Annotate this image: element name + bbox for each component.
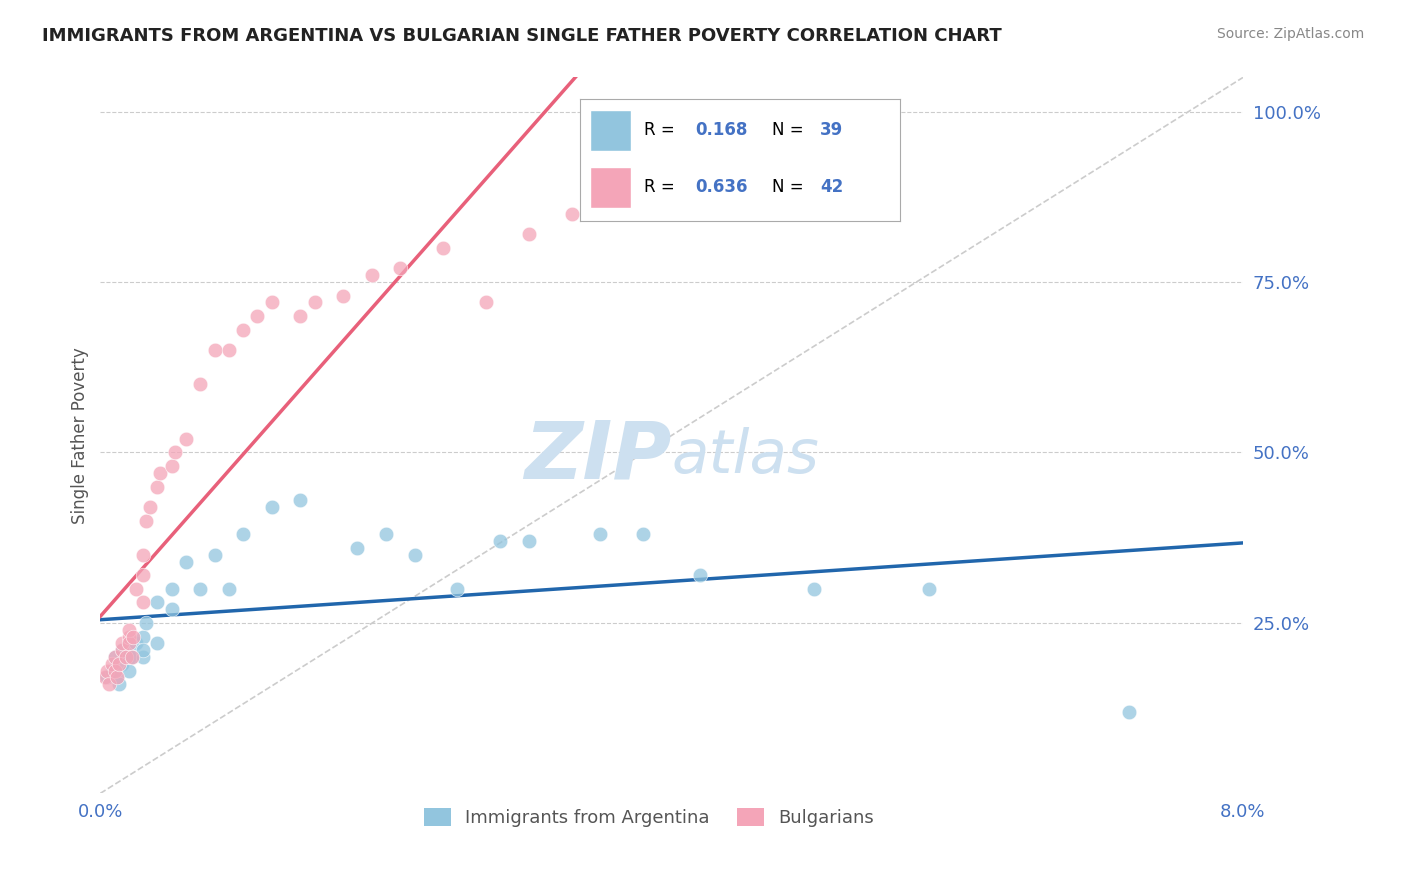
Point (160, 582, 183, 596)
Point (101, 664, 124, 678)
Point (118, 650, 141, 665)
Point (101, 657, 124, 671)
Point (631, 527, 654, 541)
Text: Source: ZipAtlas.com: Source: ZipAtlas.com (1216, 27, 1364, 41)
Point (803, 582, 825, 596)
Point (204, 343, 226, 358)
Point (218, 343, 240, 358)
Point (118, 636, 141, 650)
Point (96, 664, 118, 678)
Point (332, 288, 354, 302)
Point (121, 650, 143, 665)
Point (160, 602, 183, 616)
Point (146, 479, 169, 493)
Point (118, 623, 141, 637)
Point (146, 595, 169, 609)
Point (111, 643, 134, 657)
Point (96, 670, 118, 684)
Point (346, 541, 368, 555)
Point (475, 295, 498, 310)
Point (132, 595, 155, 609)
Point (517, 534, 540, 549)
Point (163, 445, 186, 459)
Point (561, 207, 583, 221)
Point (589, 527, 612, 541)
Point (135, 615, 157, 630)
Point (97, 677, 120, 691)
Point (111, 636, 134, 650)
Point (260, 295, 283, 310)
Point (404, 548, 426, 562)
Point (107, 670, 129, 684)
Point (132, 568, 155, 582)
Point (132, 643, 155, 657)
Point (139, 500, 162, 514)
Point (218, 582, 240, 596)
Point (132, 630, 155, 644)
Point (125, 582, 148, 596)
Point (1118, 705, 1140, 719)
Text: ZIP: ZIP (524, 417, 672, 496)
Point (360, 268, 382, 282)
Point (146, 636, 169, 650)
Point (121, 650, 143, 665)
Text: atlas: atlas (672, 427, 820, 486)
Point (246, 309, 269, 323)
Point (517, 227, 540, 242)
Point (118, 630, 141, 644)
Point (304, 295, 326, 310)
Point (132, 548, 155, 562)
Point (118, 664, 141, 678)
Text: IMMIGRANTS FROM ARGENTINA VS BULGARIAN SINGLE FATHER POVERTY CORRELATION CHART: IMMIGRANTS FROM ARGENTINA VS BULGARIAN S… (42, 27, 1002, 45)
Point (135, 514, 157, 528)
Point (125, 636, 148, 650)
Point (107, 670, 129, 684)
Point (489, 534, 512, 549)
Point (111, 657, 134, 671)
Point (290, 309, 312, 323)
Point (93, 670, 115, 684)
Point (432, 241, 454, 255)
Point (149, 466, 172, 480)
Point (204, 548, 226, 562)
Point (104, 650, 127, 665)
Point (111, 643, 134, 657)
Point (232, 323, 254, 337)
Point (446, 582, 468, 596)
Point (108, 657, 131, 671)
Point (375, 527, 398, 541)
Point (160, 459, 183, 474)
Point (122, 630, 145, 644)
Point (104, 650, 127, 665)
Point (132, 650, 155, 665)
Point (104, 664, 127, 678)
Point (118, 636, 141, 650)
Point (188, 582, 211, 596)
Point (689, 568, 711, 582)
Point (115, 650, 138, 665)
Point (108, 677, 131, 691)
Point (260, 500, 283, 514)
Point (232, 527, 254, 541)
Point (174, 555, 197, 569)
Point (174, 432, 197, 446)
Legend: Immigrants from Argentina, Bulgarians: Immigrants from Argentina, Bulgarians (416, 801, 882, 834)
Y-axis label: Single Father Poverty: Single Father Poverty (72, 347, 89, 524)
Point (918, 582, 941, 596)
Point (188, 377, 211, 392)
Point (290, 493, 312, 508)
Point (389, 261, 412, 276)
